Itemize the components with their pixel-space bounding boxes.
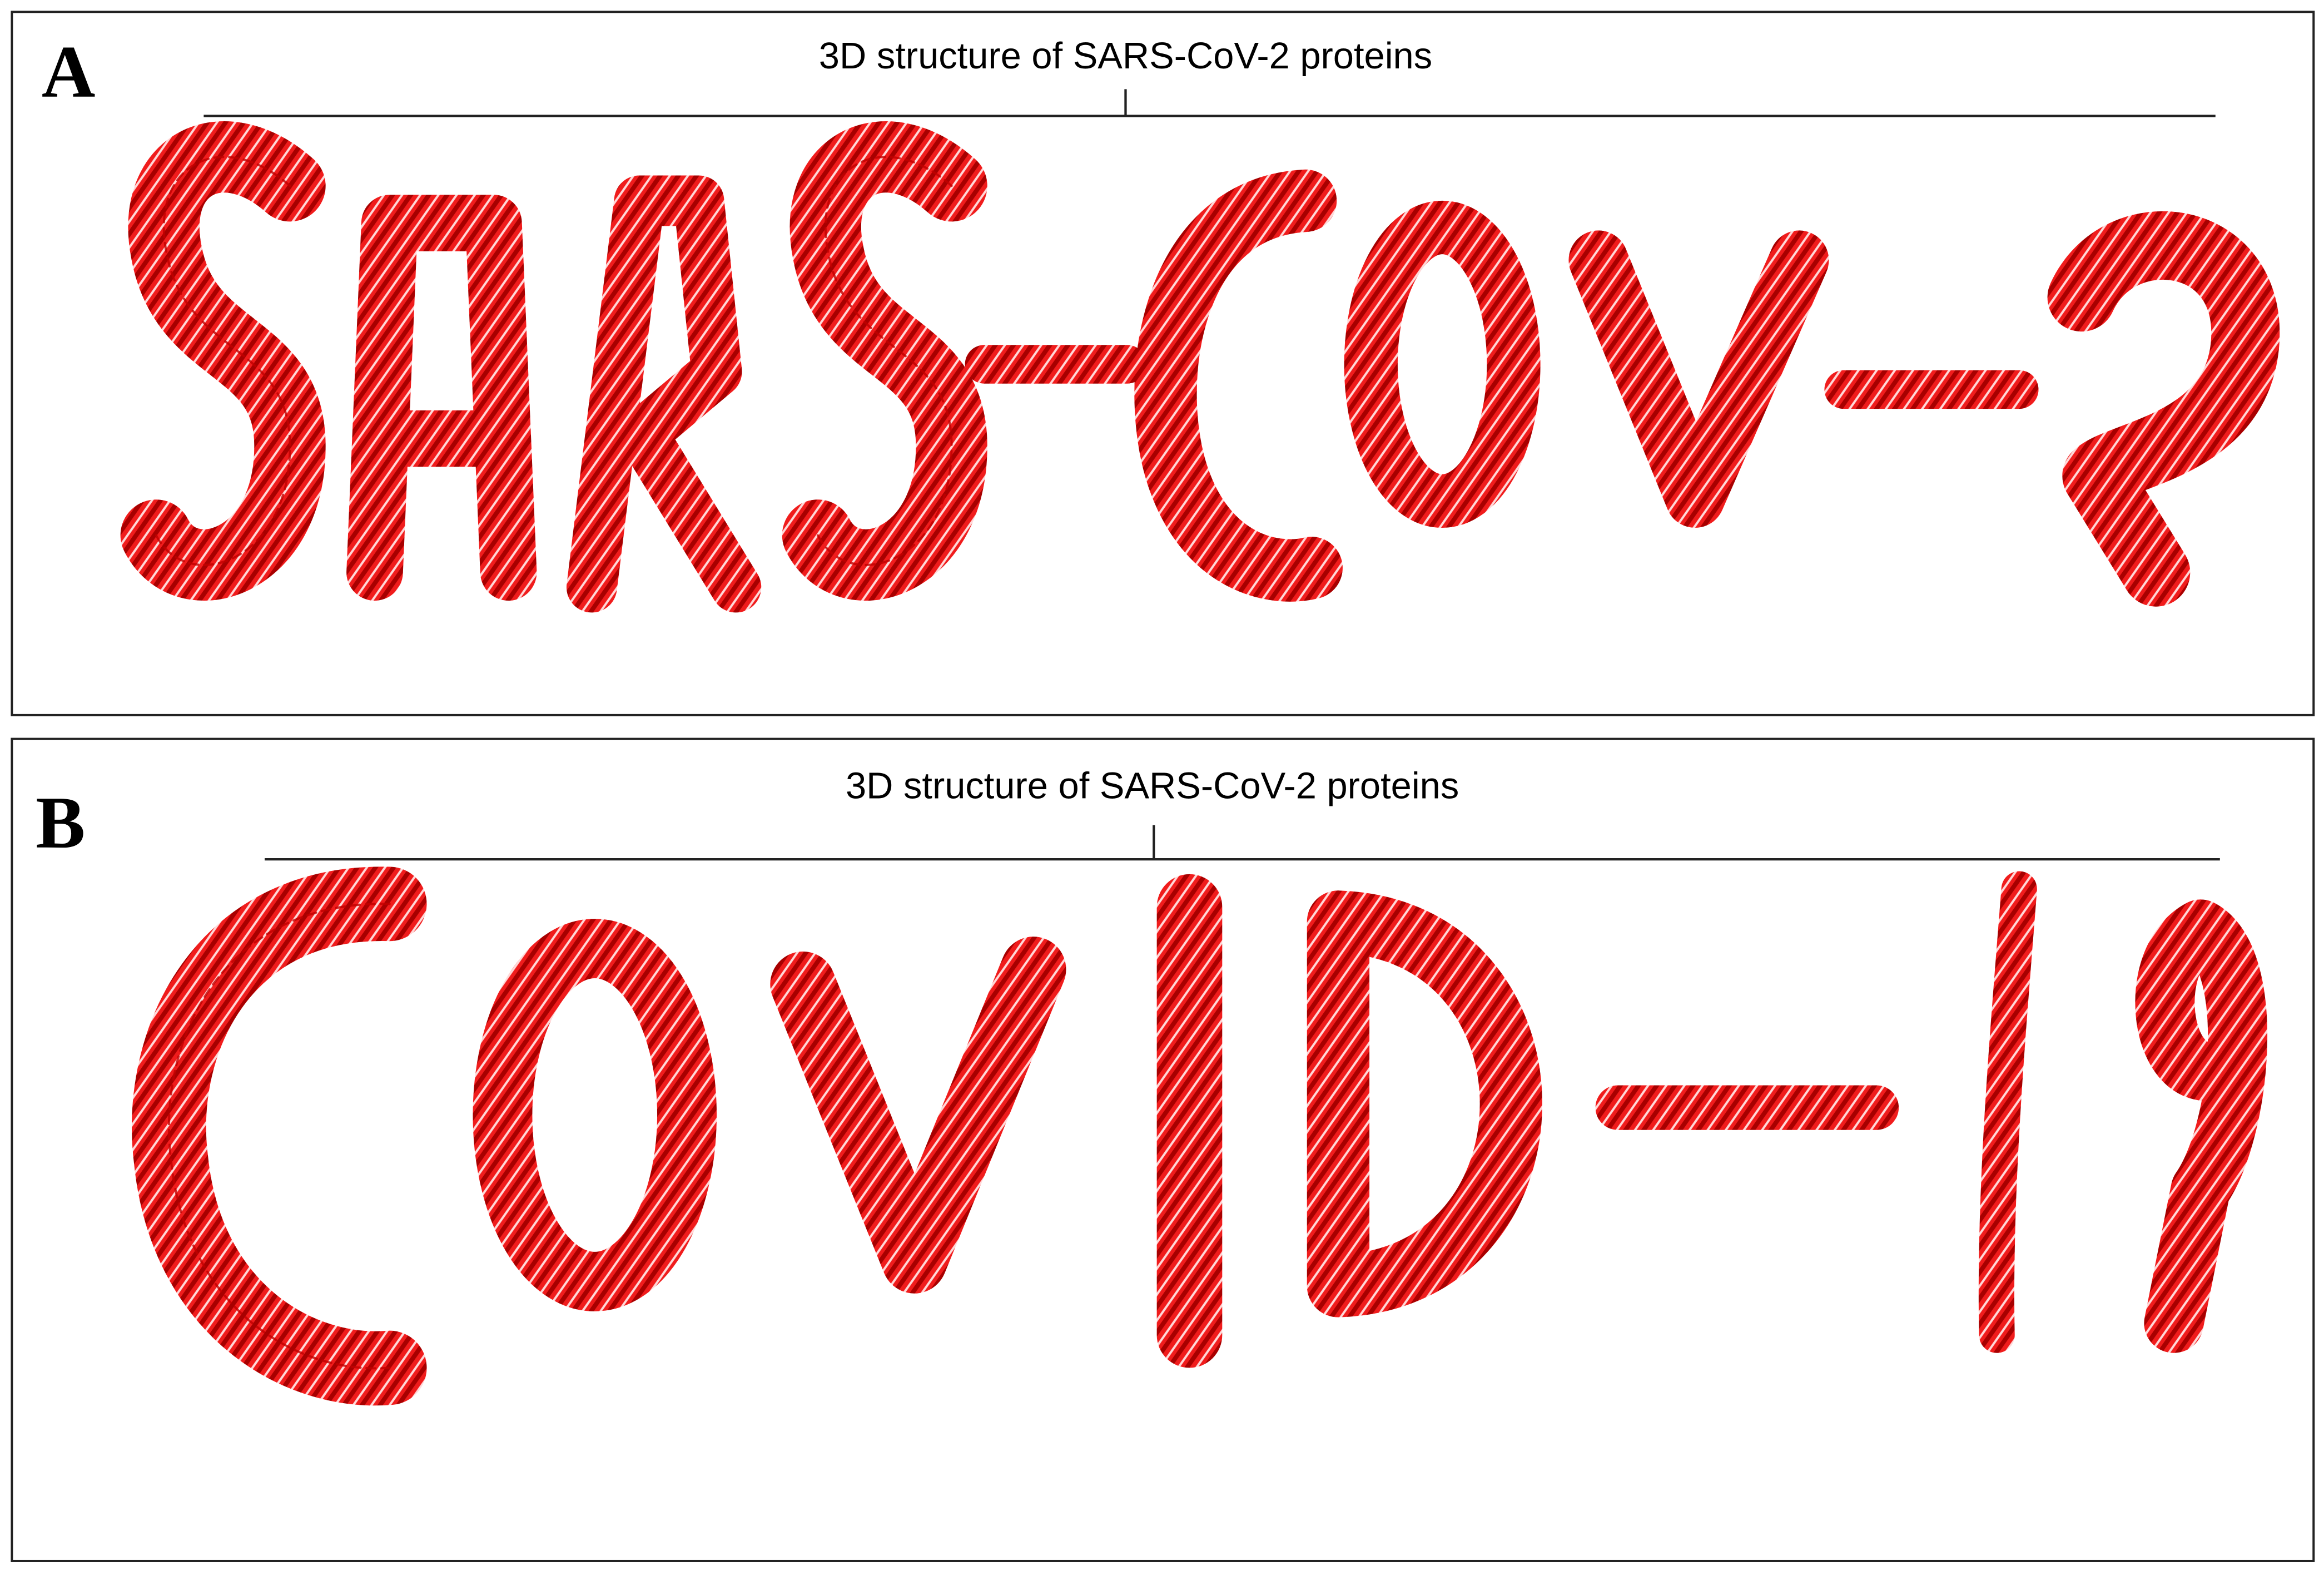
panel-label: B — [36, 781, 85, 864]
panel-label: A — [42, 31, 96, 113]
protein-outline — [155, 156, 291, 566]
panel-title: 3D structure of SARS-CoV-2 proteins — [846, 765, 1459, 807]
protein-letters — [132, 866, 2268, 1406]
panel-frame — [11, 11, 2315, 716]
panel-a: A 3D structure of SARS-CoV-2 proteins — [11, 11, 2315, 716]
protein-v — [1568, 230, 1829, 528]
protein-9 — [2135, 899, 2268, 1353]
protein-outline — [168, 903, 391, 1370]
protein-letters — [120, 121, 2280, 613]
protein-2 — [2047, 211, 2280, 607]
protein-v — [770, 937, 1066, 1294]
protein-s — [782, 121, 987, 601]
protein-s — [120, 121, 326, 601]
protein-r — [566, 175, 762, 613]
protein-o — [473, 919, 717, 1311]
protein-d — [1307, 890, 1542, 1318]
protein-1 — [1978, 871, 2037, 1353]
panel-b: B 3D structure of SARS-CoV-2 proteins — [11, 737, 2315, 1562]
protein-outline — [816, 156, 953, 566]
panel-title: 3D structure of SARS-CoV-2 proteins — [819, 35, 1432, 77]
protein-o — [1344, 200, 1541, 528]
protein-a — [346, 195, 537, 601]
panel-frame — [11, 737, 2315, 1562]
protein-c — [132, 866, 427, 1406]
protein-c — [1134, 169, 1343, 602]
